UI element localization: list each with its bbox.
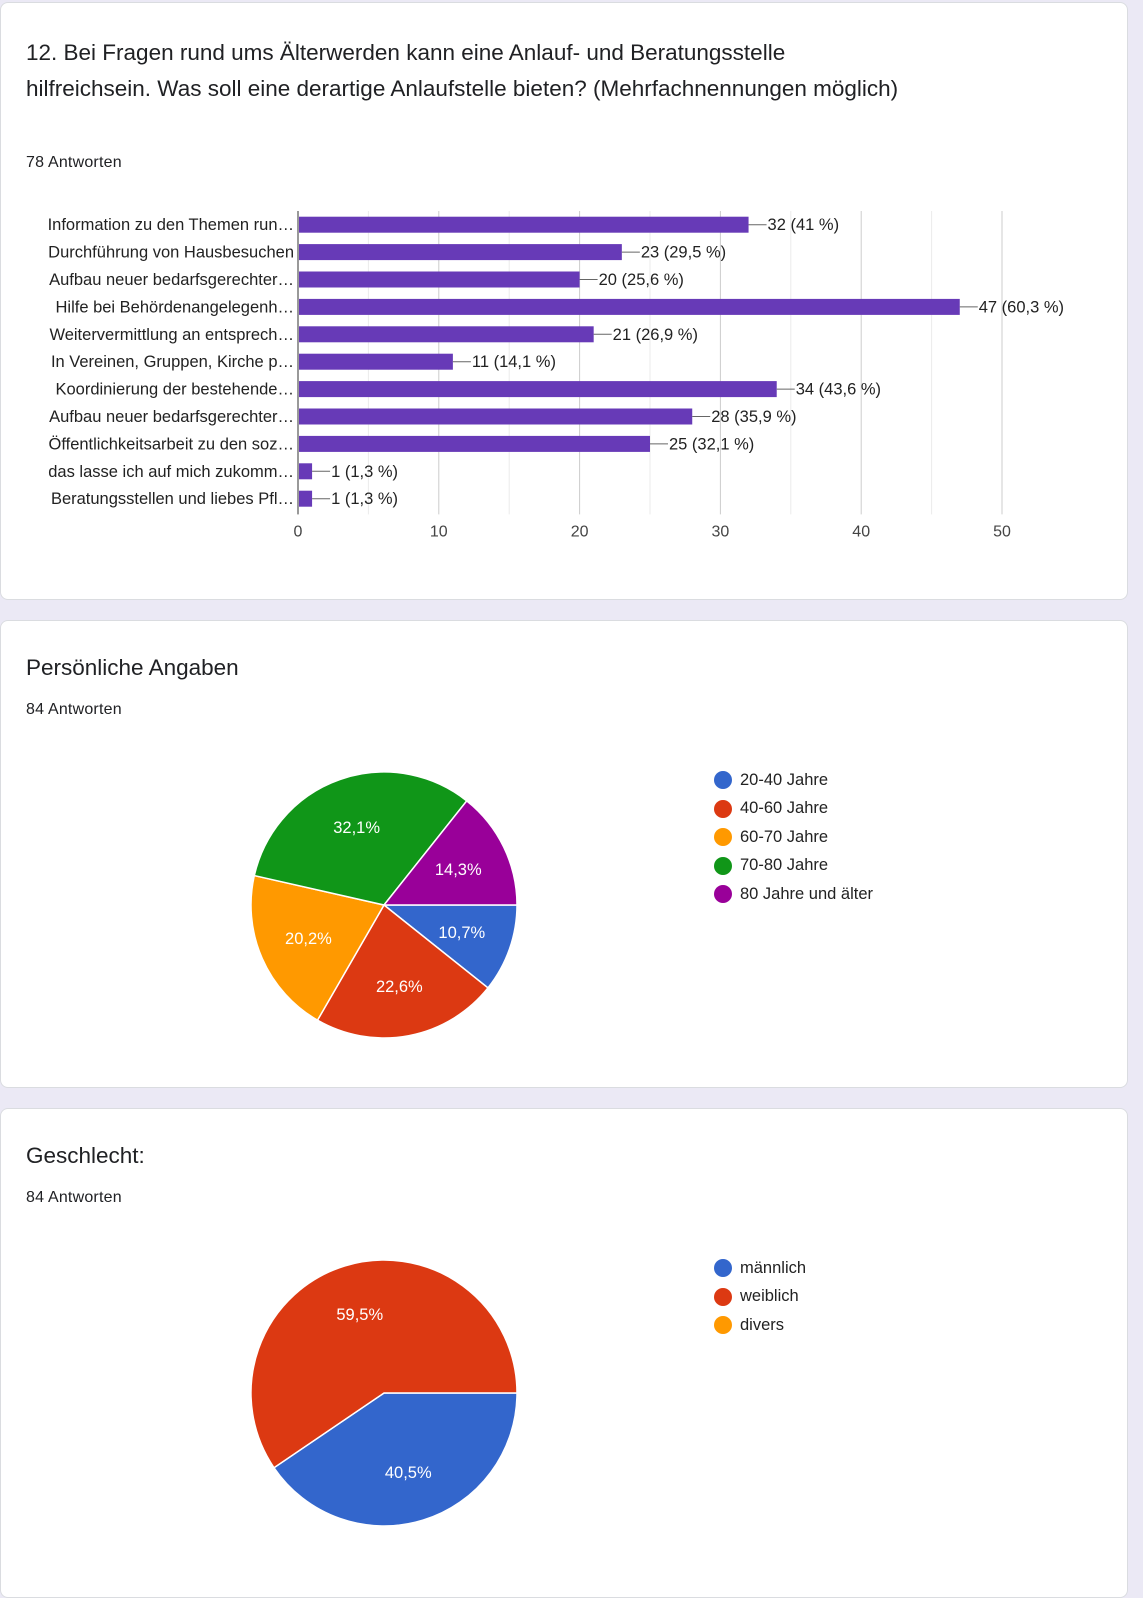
pie-slice[interactable] xyxy=(250,874,386,1022)
slice-label: 20,2% xyxy=(285,930,332,948)
category-label: Aufbau neuer bedarfsgerechter… xyxy=(49,271,294,289)
pie-slice[interactable] xyxy=(382,799,518,906)
data-label: 32 (41 %) xyxy=(768,216,840,234)
legend-item[interactable]: 80 Jahre und älter xyxy=(714,880,873,909)
legend-item[interactable]: männlich xyxy=(714,1254,806,1283)
bar[interactable] xyxy=(299,298,960,315)
response-count: 78 Antworten xyxy=(26,154,122,171)
legend-label: 70-80 Jahre xyxy=(740,856,829,875)
legend-label: 40-60 Jahre xyxy=(740,799,829,818)
x-tick-label: 30 xyxy=(712,523,730,540)
bar[interactable] xyxy=(299,408,693,425)
x-tick-label: 0 xyxy=(294,523,303,540)
category-label: Durchführung von Hausbesuchen xyxy=(48,244,294,262)
pie-slice[interactable] xyxy=(316,903,490,1039)
bar[interactable] xyxy=(299,490,313,507)
gender-legend: männlich weiblich divers xyxy=(714,1254,806,1340)
category-label: Öffentlichkeitsarbeit zu den soz… xyxy=(49,435,295,453)
category-label: Hilfe bei Behördenangelegenh… xyxy=(55,298,294,316)
legend-item[interactable]: 70-80 Jahre xyxy=(714,852,873,881)
bar-chart: 0 10 20 30 40 50 Information zu den Themen run… xyxy=(48,211,1064,540)
x-tick-label: 10 xyxy=(430,523,448,540)
question-card-12: 12. Bei Fragen rund ums Älterwerden kann… xyxy=(0,2,1128,600)
slice-label: 22,6% xyxy=(376,978,423,996)
response-count-gender: 84 Antworten xyxy=(26,1189,122,1206)
category-label: Weitervermittlung an entsprech… xyxy=(49,326,294,344)
age-legend: 20-40 Jahre 40-60 Jahre 60-70 Jahre 70-80 J… xyxy=(714,766,873,909)
gender-card: Geschlecht: 84 Antworten 40,5% 59,5% männ… xyxy=(0,1108,1128,1598)
category-label: Beratungsstellen und liebes Pfl… xyxy=(51,490,294,508)
bar[interactable] xyxy=(299,244,622,261)
category-label: Koordinierung der bestehende… xyxy=(55,381,294,399)
category-label: Aufbau neuer bedarfsgerechter… xyxy=(49,408,294,426)
data-label: 11 (14,1 %) xyxy=(472,353,556,371)
slice-label: 14,3% xyxy=(435,861,482,879)
legend-swatch xyxy=(714,1316,732,1335)
bar[interactable] xyxy=(299,326,594,343)
legend-swatch xyxy=(714,1287,732,1306)
pie-slice[interactable] xyxy=(381,904,518,989)
bar[interactable] xyxy=(299,463,313,480)
legend-label: divers xyxy=(740,1315,785,1334)
bar[interactable] xyxy=(299,353,453,370)
pie-slice[interactable] xyxy=(253,771,468,906)
legend-item[interactable]: divers xyxy=(714,1311,806,1340)
legend-label: 20-40 Jahre xyxy=(740,770,829,789)
category-label: das lasse ich auf mich zukomm… xyxy=(48,463,294,481)
legend-item[interactable]: 20-40 Jahre xyxy=(714,766,873,795)
legend-swatch xyxy=(714,828,732,847)
slice-label: 59,5% xyxy=(336,1306,383,1324)
legend-item[interactable]: 40-60 Jahre xyxy=(714,795,873,824)
data-label: 20 (25,6 %) xyxy=(599,271,684,289)
legend-swatch xyxy=(714,799,732,818)
section-title-gender: Geschlecht: xyxy=(26,1143,145,1168)
data-label: 1 (1,3 %) xyxy=(331,463,398,481)
gender-pie-chart: 40,5% 59,5% xyxy=(250,1259,518,1527)
bar[interactable] xyxy=(299,381,777,398)
legend-label: männlich xyxy=(740,1258,807,1277)
section-title-age: Persönliche Angaben xyxy=(26,655,239,680)
legend-item[interactable]: 60-70 Jahre xyxy=(714,823,873,852)
x-tick-label: 50 xyxy=(993,523,1011,540)
bar[interactable] xyxy=(299,271,580,288)
response-count-age: 84 Antworten xyxy=(26,701,122,718)
bar[interactable] xyxy=(299,216,749,233)
data-label: 21 (26,9 %) xyxy=(613,326,698,344)
bar[interactable] xyxy=(299,435,650,452)
slice-label: 10,7% xyxy=(438,924,485,942)
legend-swatch xyxy=(714,1259,732,1278)
legend-label: weiblich xyxy=(740,1287,799,1306)
data-label: 28 (35,9 %) xyxy=(711,408,796,426)
legend-item[interactable]: weiblich xyxy=(714,1283,806,1312)
x-tick-label: 20 xyxy=(571,523,589,540)
category-label: In Vereinen, Gruppen, Kirche p… xyxy=(51,353,294,371)
legend-swatch xyxy=(714,856,732,875)
legend-label: 80 Jahre und älter xyxy=(740,884,874,903)
pie-slice[interactable] xyxy=(250,1259,518,1469)
pie-slice[interactable] xyxy=(272,1392,518,1527)
data-label: 1 (1,3 %) xyxy=(331,490,398,508)
legend-swatch xyxy=(714,885,732,904)
age-pie-chart: 10,7% 22,6% 20,2% 32,1% 14,3% xyxy=(250,771,518,1039)
x-tick-label: 40 xyxy=(852,523,870,540)
question-title: 12. Bei Fragen rund ums Älterwerden kann… xyxy=(26,40,899,101)
data-label: 25 (32,1 %) xyxy=(669,435,754,453)
data-label: 47 (60,3 %) xyxy=(979,298,1064,316)
legend-label: 60-70 Jahre xyxy=(740,827,829,846)
data-label: 34 (43,6 %) xyxy=(796,381,881,399)
category-label: Information zu den Themen run… xyxy=(48,216,294,234)
age-card: Persönliche Angaben 84 Antworten 10,7% 22… xyxy=(0,620,1128,1088)
slice-label: 40,5% xyxy=(385,1464,432,1482)
slice-label: 32,1% xyxy=(333,819,380,837)
legend-swatch xyxy=(714,771,732,790)
data-label: 23 (29,5 %) xyxy=(641,244,726,262)
